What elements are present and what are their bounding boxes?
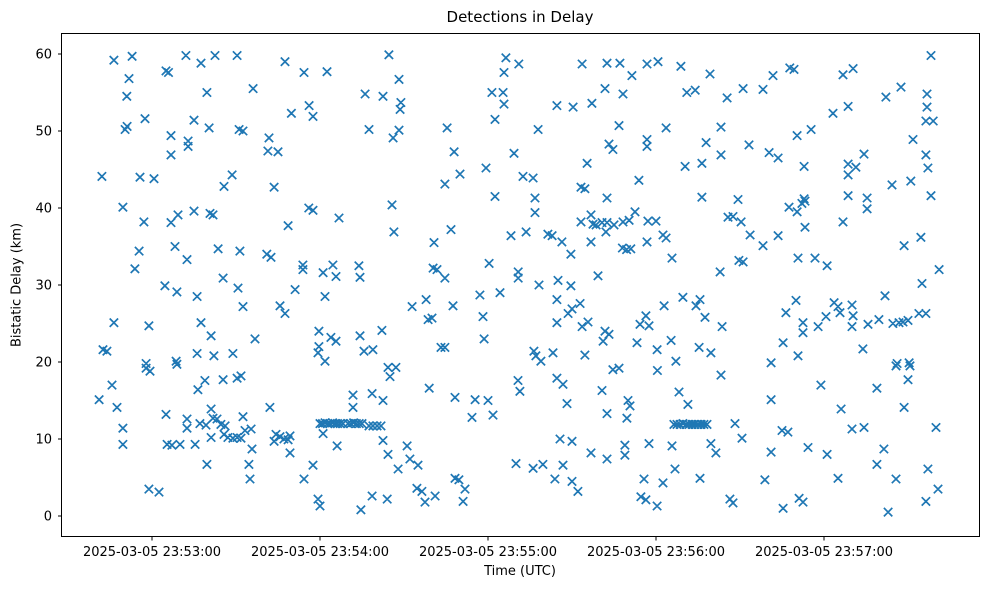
- axes-frame: [61, 33, 980, 537]
- x-axis-ticks: 2025-03-05 23:53:00 2025-03-05 23:54:00 20…: [83, 537, 893, 560]
- x-tick-label: 2025-03-05 23:55:00: [419, 545, 557, 560]
- y-tick-label: 50: [35, 125, 52, 140]
- x-tick-label: 2025-03-05 23:53:00: [83, 545, 221, 560]
- y-tick-label: 40: [35, 202, 52, 217]
- x-tick-label: 2025-03-05 23:57:00: [755, 545, 893, 560]
- y-axis-ticks: 0 10 20 30 40 50 60: [35, 48, 62, 525]
- y-tick-label: 20: [35, 356, 52, 371]
- y-tick-label: 0: [44, 510, 52, 525]
- x-axis-label: Time (UTC): [484, 564, 556, 579]
- y-tick-label: 10: [35, 433, 52, 448]
- scatter-points: [94, 49, 944, 517]
- x-tick-label: 2025-03-05 23:56:00: [587, 545, 725, 560]
- y-tick-label: 60: [35, 48, 52, 63]
- chart-title: Detections in Delay: [446, 8, 594, 26]
- x-tick-label: 2025-03-05 23:54:00: [251, 545, 389, 560]
- y-tick-label: 30: [35, 279, 52, 294]
